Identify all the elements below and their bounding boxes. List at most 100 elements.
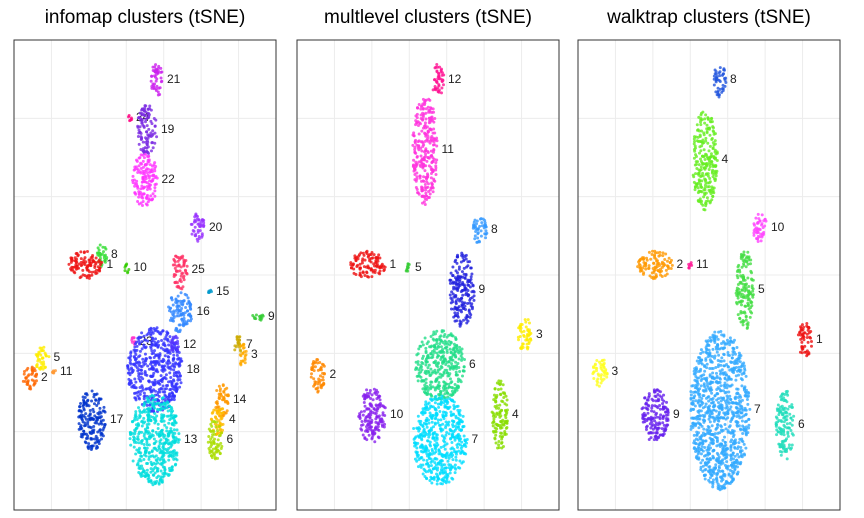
point (433, 370, 437, 374)
point (135, 437, 139, 441)
point (139, 153, 143, 157)
point (161, 433, 165, 437)
point (471, 289, 475, 293)
point (442, 401, 446, 405)
point (148, 198, 152, 202)
point (141, 409, 145, 413)
point (708, 119, 712, 123)
point (206, 291, 210, 295)
point (423, 182, 427, 186)
point (152, 173, 156, 177)
point (426, 366, 430, 370)
point (128, 437, 132, 441)
point (706, 199, 710, 203)
point (525, 342, 529, 346)
point (137, 131, 141, 135)
point (593, 362, 597, 366)
point (650, 271, 654, 275)
point (752, 222, 756, 226)
point (461, 425, 465, 429)
point (429, 475, 433, 479)
point (700, 161, 704, 165)
point (152, 437, 156, 441)
cluster-label: 19 (161, 122, 175, 136)
point (241, 351, 245, 355)
point (159, 330, 163, 334)
point (224, 393, 228, 397)
point (646, 411, 650, 415)
point (176, 345, 180, 349)
point (155, 414, 159, 418)
point (155, 176, 159, 180)
point (77, 415, 81, 419)
point (424, 117, 428, 121)
point (32, 383, 36, 387)
point (441, 463, 445, 467)
point (145, 407, 149, 411)
point (648, 274, 652, 278)
point (722, 72, 726, 76)
point (453, 463, 457, 467)
point (313, 361, 317, 365)
point (217, 434, 221, 438)
point (87, 442, 91, 446)
point (170, 391, 174, 395)
point (87, 414, 91, 418)
point (365, 407, 369, 411)
point (361, 423, 365, 427)
point (174, 328, 178, 332)
point (144, 338, 148, 342)
point (90, 270, 94, 274)
point (450, 399, 454, 403)
point (350, 266, 354, 270)
point (138, 464, 142, 468)
point (71, 265, 75, 269)
point (84, 412, 88, 416)
point (147, 182, 151, 186)
point (181, 285, 185, 289)
point (137, 142, 141, 146)
point (142, 443, 146, 447)
cluster-label: 14 (233, 392, 247, 406)
point (145, 171, 149, 175)
point (150, 141, 154, 145)
point (436, 418, 440, 422)
point (239, 361, 243, 365)
point (96, 440, 100, 444)
point (665, 419, 669, 423)
point (168, 392, 172, 396)
point (430, 117, 434, 121)
point (505, 421, 509, 425)
point (458, 283, 462, 287)
point (431, 449, 435, 453)
point (447, 364, 451, 368)
point (86, 399, 90, 403)
point (744, 314, 748, 318)
point (166, 339, 170, 343)
point (135, 179, 139, 183)
point (233, 348, 237, 352)
point (96, 401, 100, 405)
cluster-label: 21 (167, 72, 181, 86)
point (178, 374, 182, 378)
point (428, 117, 432, 121)
point (160, 417, 164, 421)
point (136, 185, 140, 189)
point (150, 342, 154, 346)
point (463, 254, 467, 258)
point (454, 467, 458, 471)
point (69, 267, 73, 271)
point (172, 368, 176, 372)
point (433, 421, 437, 425)
point (162, 419, 166, 423)
point (426, 402, 430, 406)
point (135, 348, 139, 352)
point (521, 342, 525, 346)
point (138, 349, 142, 353)
point (443, 447, 447, 451)
point (520, 330, 524, 334)
point (87, 404, 91, 408)
point (455, 388, 459, 392)
point (755, 231, 759, 235)
point (138, 342, 142, 346)
